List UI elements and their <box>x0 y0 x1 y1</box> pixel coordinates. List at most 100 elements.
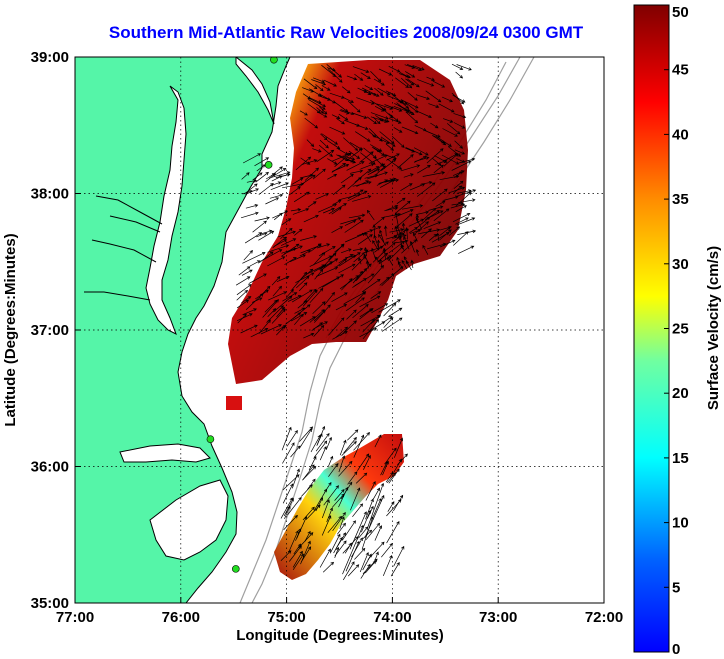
velocity-arrow <box>443 195 459 201</box>
velocity-arrow <box>338 460 353 477</box>
colorbar-ticks: 0 5 10 15 20 25 30 35 40 45 50 <box>664 4 689 658</box>
velocity-arrow <box>385 471 394 483</box>
velocity-arrow <box>455 189 477 198</box>
velocity-arrow <box>346 309 357 320</box>
colorbar-tick-label-9: 45 <box>672 62 689 79</box>
velocity-arrow <box>340 248 352 254</box>
velocity-arrow <box>258 230 275 241</box>
velocity-arrow <box>454 140 464 149</box>
velocity-arrow <box>333 536 343 554</box>
velocity-arrow <box>294 307 306 314</box>
velocity-arrow <box>277 230 297 238</box>
velocity-arrow <box>382 555 393 577</box>
velocity-arrow <box>241 172 250 180</box>
velocity-arrow <box>456 64 472 71</box>
velocity-arrow <box>417 79 435 87</box>
velocity-arrow <box>396 213 413 228</box>
velocity-arrow <box>389 92 404 104</box>
delaware-bay <box>235 57 275 125</box>
velocity-arrow <box>319 93 336 104</box>
velocity-arrow <box>319 548 331 568</box>
velocity-arrow <box>451 160 472 171</box>
velocity-arrow <box>366 171 388 180</box>
x-tick-label-5: 72:00 <box>585 609 623 626</box>
velocity-arrow <box>341 86 351 94</box>
colorbar-tick-label-3: 15 <box>672 450 689 467</box>
colorbar-tick-label-2: 10 <box>672 515 689 532</box>
velocity-arrow <box>295 156 312 171</box>
velocity-arrow <box>379 258 383 268</box>
velocity-arrow <box>388 113 399 122</box>
velocity-arrow <box>407 92 418 101</box>
velocity-arrow <box>291 468 300 489</box>
velocity-arrow <box>308 456 317 471</box>
velocity-arrow <box>354 73 364 81</box>
velocity-arrow <box>293 191 310 203</box>
velocity-arrow <box>349 511 367 550</box>
velocity-arrow <box>321 499 330 519</box>
velocity-arrow <box>439 174 460 181</box>
velocity-arrow <box>287 295 302 302</box>
velocity-arrow <box>267 244 290 253</box>
velocity-arrow <box>321 515 332 536</box>
velocity-arrow <box>274 168 287 176</box>
velocity-arrow <box>393 127 403 133</box>
velocity-arrow <box>366 505 374 519</box>
colorbar: 0 5 10 15 20 25 30 35 40 45 50 Surface Velocity (c… <box>633 4 722 658</box>
velocity-arrow <box>346 161 365 171</box>
velocity-arrow <box>457 229 477 235</box>
velocity-arrow <box>347 190 368 202</box>
velocity-arrow <box>272 285 282 297</box>
velocity-arrow <box>373 156 384 167</box>
velocity-arrow <box>281 247 297 254</box>
velocity-arrow <box>254 216 270 222</box>
velocity-arrow <box>347 564 360 577</box>
velocity-arrow <box>316 425 326 446</box>
velocity-arrow <box>398 231 403 247</box>
velocity-arrow <box>385 234 398 240</box>
velocity-arrow <box>237 313 247 324</box>
velocity-arrow <box>366 116 377 125</box>
y-tick-label-3: 38:00 <box>31 186 69 203</box>
velocity-arrow <box>458 245 475 254</box>
velocity-arrow <box>236 284 252 296</box>
velocity-arrow <box>438 103 455 113</box>
velocity-arrow <box>255 289 269 300</box>
velocity-arrow <box>414 125 427 132</box>
velocity-arrow <box>248 273 267 284</box>
velocity-arrow <box>347 471 358 485</box>
velocity-arrow <box>252 220 267 233</box>
velocity-arrow <box>322 207 335 214</box>
grid-lines <box>75 57 604 603</box>
velocity-arrow <box>321 274 345 288</box>
velocity-arrow <box>332 512 346 532</box>
velocity-arrow <box>372 224 376 238</box>
velocity-arrow <box>405 78 415 86</box>
velocity-arrow <box>323 79 337 87</box>
velocity-arrow <box>254 157 270 167</box>
velocity-arrow <box>329 126 346 135</box>
velocity-arrow <box>240 324 258 334</box>
velocity-arrow <box>360 163 375 170</box>
colorbar-tick-label-1: 5 <box>672 579 680 596</box>
velocity-arrow <box>321 85 331 91</box>
velocity-arrow <box>332 331 348 340</box>
velocity-arrow <box>352 195 372 202</box>
velocity-arrow <box>371 247 376 260</box>
velocity-arrow <box>353 432 370 451</box>
velocity-arrow <box>426 148 444 164</box>
velocity-arrow <box>448 146 462 157</box>
velocity-arrow <box>439 239 456 248</box>
velocity-arrow <box>365 481 376 501</box>
velocity-arrow <box>413 147 429 156</box>
velocity-arrow <box>306 139 315 148</box>
velocity-arrow <box>303 288 317 303</box>
velocity-arrow <box>249 260 261 267</box>
velocity-arrow <box>393 545 405 567</box>
velocity-arrow <box>391 135 405 148</box>
velocity-arrow <box>354 273 375 287</box>
velocity-arrow <box>386 499 402 517</box>
velocity-arrow <box>453 122 466 129</box>
colorbar-tick-label-7: 35 <box>672 191 689 208</box>
velocity-arrow <box>352 304 369 319</box>
